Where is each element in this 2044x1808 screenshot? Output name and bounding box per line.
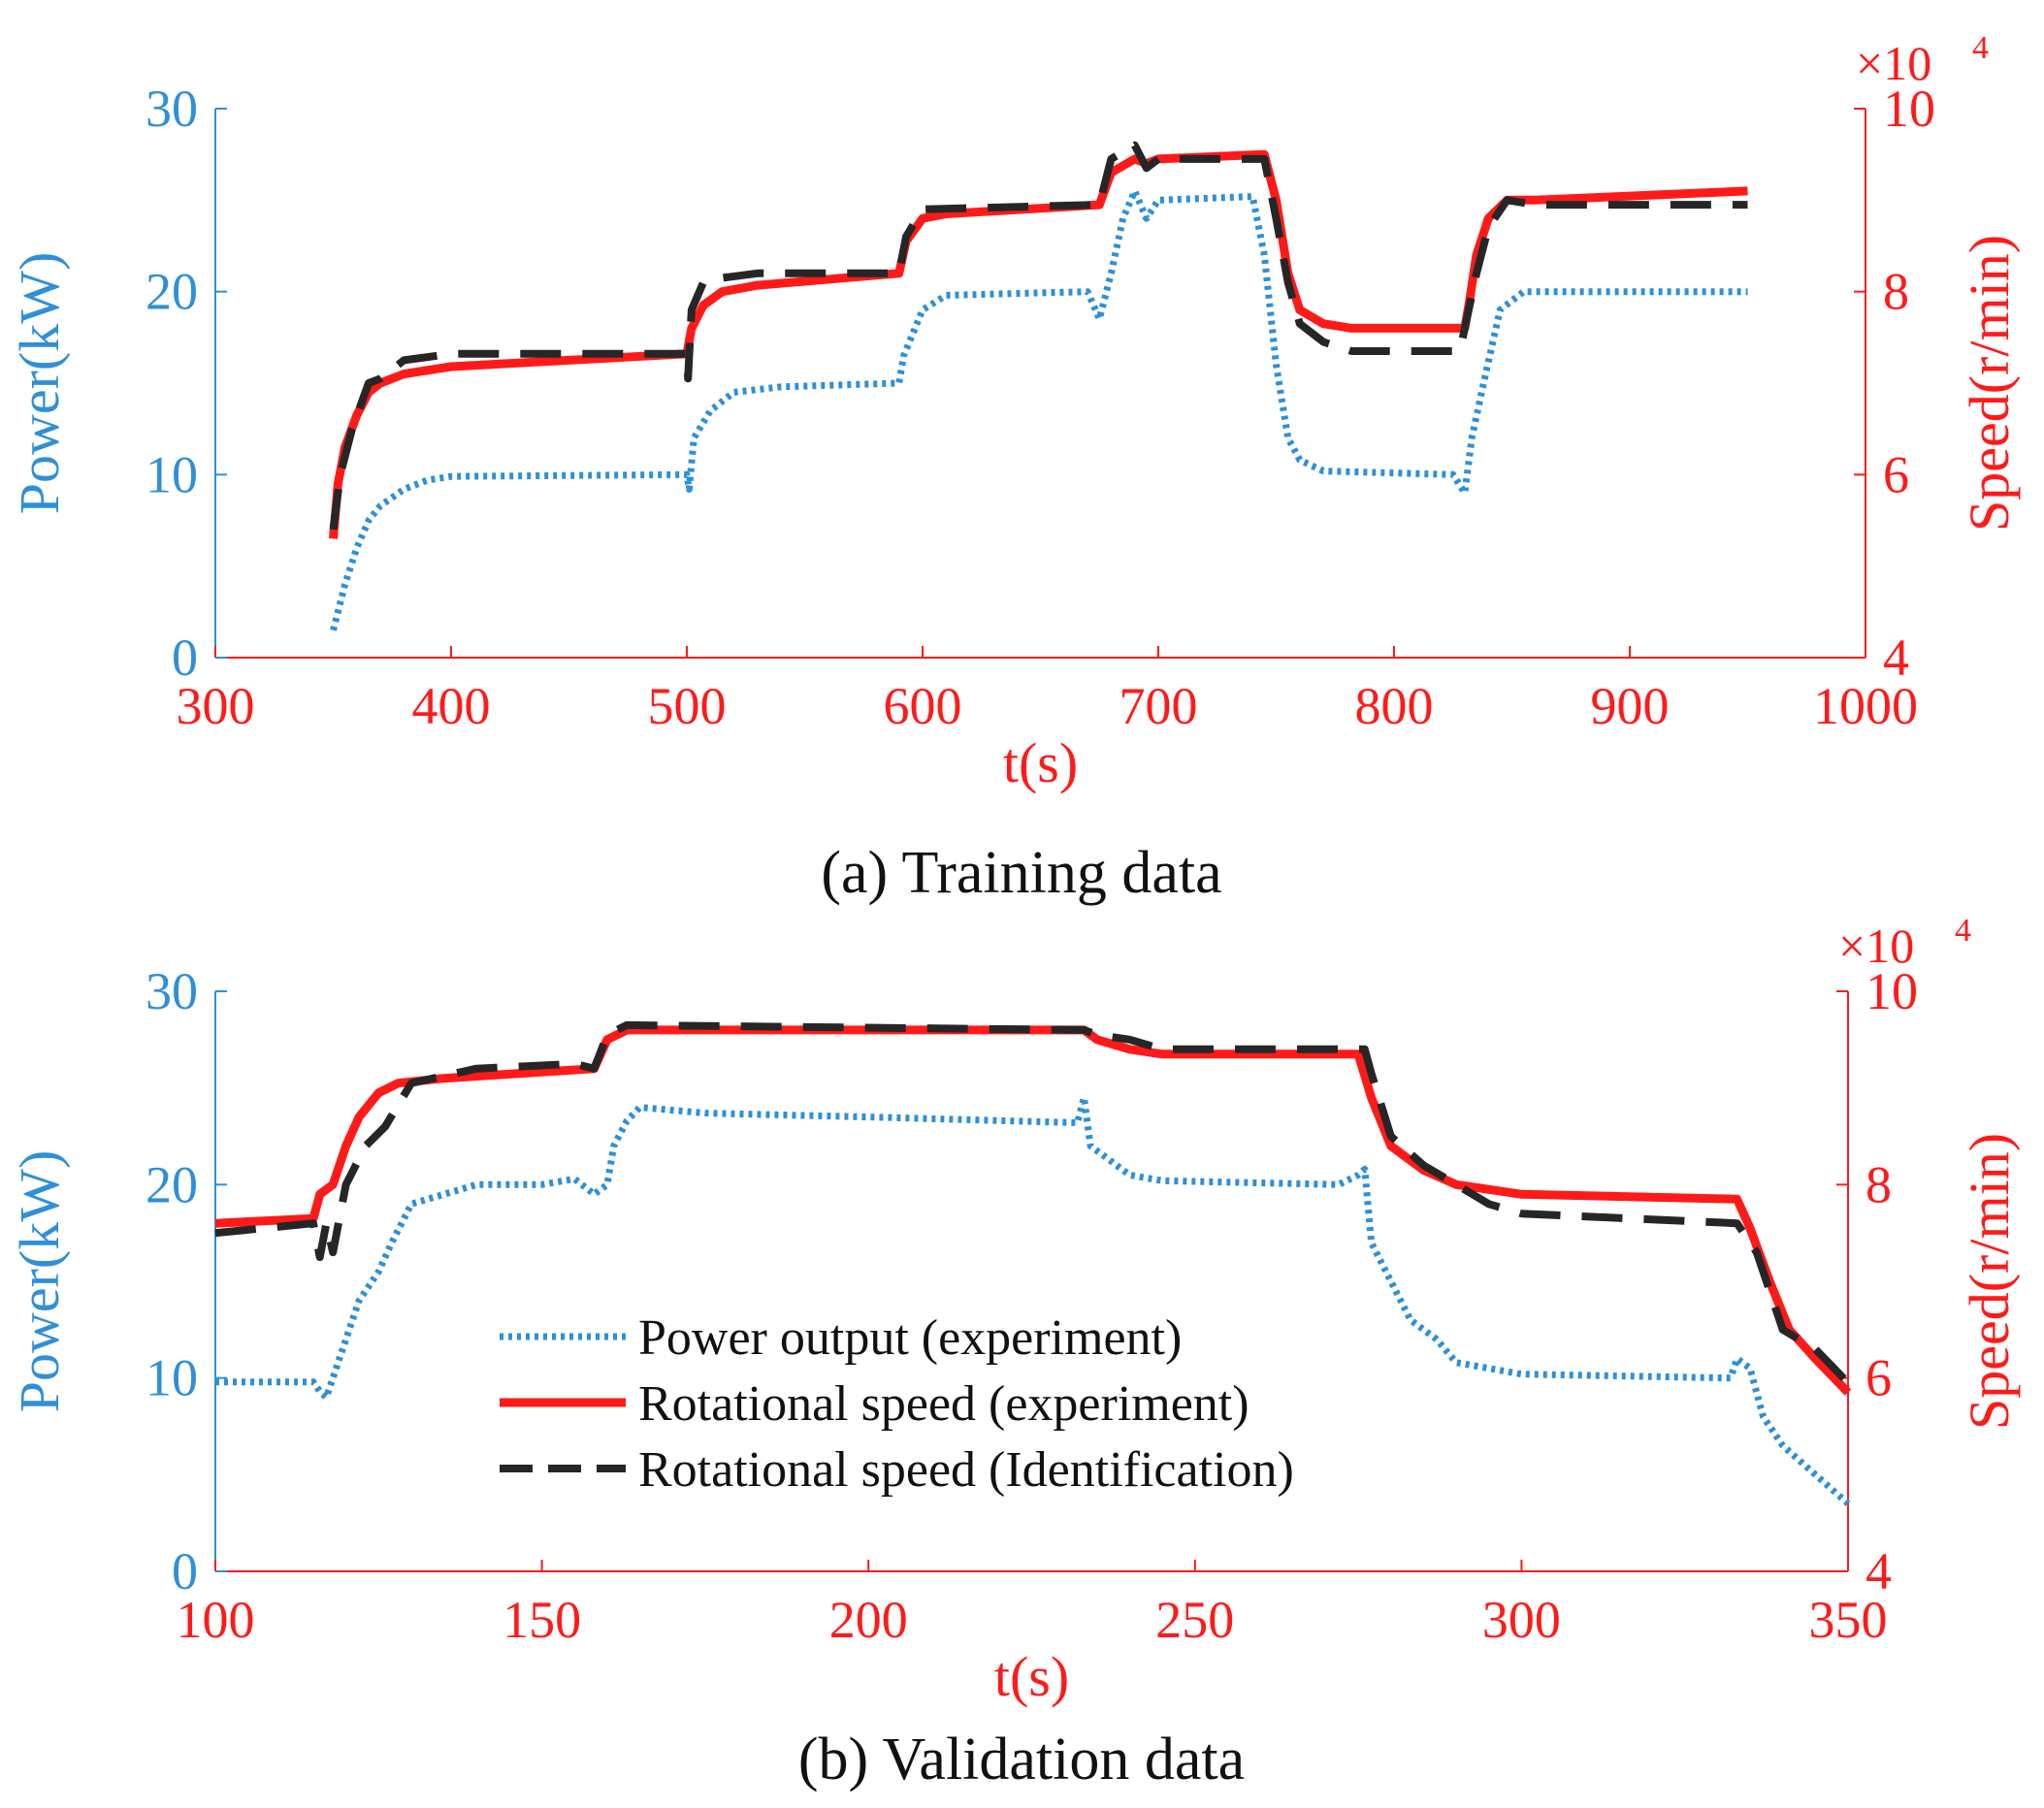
right-exponent-power: 4: [1955, 913, 1971, 949]
y-left-tick-label: 30: [146, 80, 198, 138]
y-right-axis-label: Speed(r/min): [1958, 1133, 2021, 1430]
y-left-tick-label: 10: [146, 1349, 198, 1407]
right-exponent-label: ×10: [1838, 919, 1914, 973]
x-tick-label: 400: [412, 677, 491, 735]
x-tick-label: 800: [1355, 677, 1434, 735]
y-right-tick-label: 10: [1883, 80, 1935, 138]
series-solid-speed: [329, 149, 1748, 539]
y-right-tick-label: 10: [1866, 962, 1918, 1020]
x-tick-label: 700: [1119, 677, 1198, 735]
x-axis-label: t(s): [1003, 731, 1078, 794]
series-dashed-speed: [214, 1020, 1851, 1386]
x-tick-label: 600: [884, 677, 962, 735]
y-left-tick-label: 0: [172, 629, 198, 687]
legend-label-speed_exp: Rotational speed (experiment): [638, 1376, 1249, 1432]
y-left-tick-label: 20: [146, 1155, 198, 1213]
y-left-tick-label: 20: [146, 263, 198, 321]
x-tick-label: 250: [1155, 1591, 1234, 1649]
chart-training: 300 400 500 600 700 800 900 1000010203046810×10…: [8, 30, 2021, 794]
y-right-tick-label: 4: [1866, 1542, 1892, 1600]
x-tick-label: 900: [1591, 677, 1670, 735]
y-left-tick-label: 10: [146, 445, 198, 503]
legend-label-power: Power output (experiment): [638, 1310, 1182, 1366]
x-tick-label: 150: [503, 1591, 581, 1649]
y-right-tick-label: 6: [1866, 1349, 1892, 1407]
y-right-tick-label: 4: [1883, 629, 1909, 687]
right-exponent-power: 4: [1972, 30, 1989, 66]
y-left-axis-label: Power(kW): [8, 1150, 71, 1413]
x-tick-label: 1000: [1813, 677, 1918, 735]
x-tick-label: 300: [1482, 1591, 1561, 1649]
series-dotted-power: [215, 1094, 1851, 1506]
y-right-axis-label: Speed(r/min): [1958, 235, 2021, 532]
series-dashed-speed: [329, 141, 1748, 531]
legend-label-speed_id: Rotational speed (Identification): [638, 1442, 1294, 1498]
y-left-tick-label: 30: [146, 962, 198, 1020]
x-tick-label: 100: [177, 1591, 255, 1649]
x-axis-label: t(s): [994, 1645, 1069, 1708]
y-right-tick-label: 6: [1883, 445, 1909, 503]
y-left-axis-label: Power(kW): [8, 252, 71, 515]
x-tick-label: 300: [177, 677, 255, 735]
y-right-tick-label: 8: [1866, 1155, 1892, 1213]
series-solid-speed: [214, 1025, 1852, 1396]
series-dotted-power: [330, 187, 1748, 631]
x-tick-label: 200: [829, 1591, 908, 1649]
x-tick-label: 500: [648, 677, 727, 735]
legend: Power output (experiment) Rotational spee…: [500, 1310, 1294, 1498]
y-right-tick-label: 8: [1883, 263, 1909, 321]
x-tick-label: 350: [1809, 1591, 1888, 1649]
caption-validation: (b) Validation data: [798, 1727, 1245, 1792]
caption-training: (a) Training data: [821, 840, 1221, 906]
y-left-tick-label: 0: [172, 1542, 198, 1600]
right-exponent-label: ×10: [1856, 36, 1931, 90]
